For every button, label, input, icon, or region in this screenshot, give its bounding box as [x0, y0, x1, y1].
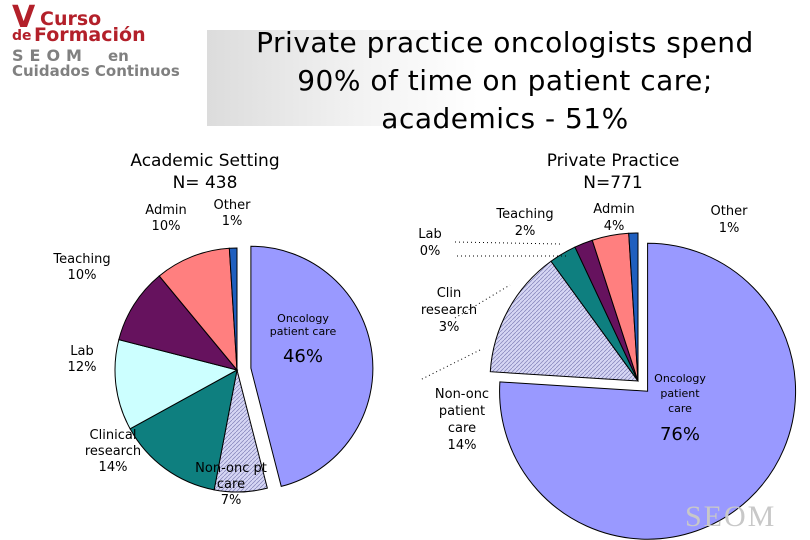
pie-1-label-lab: Lab 0%: [418, 227, 441, 259]
pie-1-pct-oncology: 76%: [660, 424, 700, 445]
pie-0-slice-clinical_research: [129, 369, 238, 491]
pie-0-slice-oncology: [250, 245, 374, 488]
pie-1-label-clinical_research: Clin research 3%: [421, 286, 477, 335]
pie-1-label-non_onc-line: care: [448, 421, 476, 436]
pie-0-label-oncology-line: patient care: [270, 325, 337, 338]
pie-0-label-other-line: Other: [214, 198, 252, 213]
pie-0-label-teaching: Teaching 10%: [52, 252, 110, 283]
pie-1-label-non_onc-line: patient: [439, 404, 485, 419]
pie-1-label-teaching-line: Teaching: [495, 207, 553, 222]
pie-1-label-clinical_research-line: research: [421, 303, 477, 318]
pie-1-leader-line: [454, 284, 511, 319]
pie-0-slice-lab: [114, 339, 239, 430]
pie-0-label-lab-line: 12%: [68, 360, 97, 375]
pie-0-label-oncology-line: Oncology: [277, 312, 329, 325]
pie-1-label-oncology-line: patient: [660, 387, 700, 400]
pie-1-label-oncology: Oncology patient care: [654, 372, 706, 415]
academic-chart-title: Academic Setting N= 438: [105, 150, 305, 194]
pie-0-label-non_onc: Non-onc pt care 7%: [195, 461, 267, 508]
logo-v: V: [12, 0, 36, 35]
pie-1-leader-line: [419, 349, 481, 381]
pie-0-label-clinical_research-line: research: [85, 444, 141, 459]
pie-1-label-oncology-line: Oncology: [654, 372, 706, 385]
seom-watermark: SEOM: [685, 500, 777, 533]
pie-0-label-admin: Admin 10%: [145, 203, 186, 234]
logo-curso: Curso: [40, 8, 102, 30]
title-line-1: Private practice oncologists spend: [256, 26, 754, 59]
pie-0-label-teaching-line: 10%: [68, 268, 97, 283]
pie-0-label-non_onc-line: 7%: [221, 493, 242, 508]
pie-0-label-admin-line: 10%: [152, 219, 181, 234]
pie-1-label-clinical_research-line: 3%: [439, 320, 460, 335]
slide-title: Private practice oncologists spend 90% o…: [210, 24, 800, 138]
pie-1-label-admin-line: 4%: [604, 219, 625, 234]
pie-1-label-non_onc-line: Non-onc: [435, 387, 489, 402]
pie-1-label-teaching-line: 2%: [515, 224, 536, 239]
pie-1-label-lab-line: Lab: [418, 227, 441, 242]
private-title-line-2: N=771: [583, 173, 643, 193]
pie-0-pct-oncology: 46%: [283, 346, 323, 367]
pie-0-slice-other: [228, 247, 238, 371]
pie-1-label-clinical_research-line: Clin: [437, 286, 462, 301]
pie-0-label-lab: Lab 12%: [68, 344, 97, 375]
pie-1-label-other-line: Other: [711, 204, 749, 219]
pie-0-label-non_onc-line: care: [217, 477, 245, 492]
pie-0-label-other: Other 1%: [214, 198, 252, 229]
pie-1-label-lab-line: 0%: [420, 244, 441, 259]
title-line-2: 90% of time on patient care;: [297, 64, 713, 97]
pie-1-label-oncology-line: care: [668, 402, 692, 415]
pie-0-label-other-line: 1%: [222, 214, 243, 229]
pie-0-label-admin-line: Admin: [145, 203, 186, 218]
pie-1-label-other: Other 1%: [711, 204, 749, 236]
logo-seom: SEOM: [12, 46, 88, 65]
pie-1-slice-other: [628, 232, 639, 382]
pie-0-slice-admin: [158, 247, 238, 372]
title-background: [207, 30, 810, 126]
pie-1-label-teaching: Teaching 2%: [495, 207, 553, 239]
pie-0-slice-teaching: [118, 275, 239, 371]
pie-0-label-clinical_research-line: 14%: [99, 460, 128, 475]
pie-1-label-non_onc: Non-onc patient care 14%: [435, 387, 489, 453]
logo-formacion: Formación: [34, 24, 146, 46]
seom-logo: V Curso de Formación SEOM en Cuidados Co…: [8, 0, 208, 80]
pie-0-label-oncology: Oncology patient care: [270, 312, 337, 338]
pie-0-label-teaching-line: Teaching: [52, 252, 110, 267]
pie-1-slice-oncology: [499, 242, 797, 540]
academic-title-line-1: Academic Setting: [130, 151, 280, 171]
pie-0-label-clinical_research: Clinical research 14%: [85, 428, 141, 475]
logo-cuidados: Cuidados Continuos: [12, 62, 180, 80]
pie-1-slice-non_onc: [489, 260, 640, 382]
pie-0-label-clinical_research-line: Clinical: [90, 428, 137, 443]
logo-en: en: [108, 47, 129, 65]
private-title-line-1: Private Practice: [546, 151, 680, 171]
pie-1-label-other-line: 1%: [719, 221, 740, 236]
pie-1-label-admin: Admin 4%: [593, 202, 634, 234]
logo-de: de: [12, 28, 32, 44]
pie-0-label-non_onc-line: Non-onc pt: [195, 461, 267, 476]
academic-title-line-2: N= 438: [172, 173, 238, 193]
title-line-3: academics - 51%: [381, 102, 629, 135]
private-chart-title: Private Practice N=771: [508, 150, 718, 194]
pie-1-label-admin-line: Admin: [593, 202, 634, 217]
pie-1-leader-line: [454, 241, 561, 245]
pie-1-label-non_onc-line: 14%: [448, 438, 477, 453]
pie-0-label-lab-line: Lab: [70, 344, 93, 359]
